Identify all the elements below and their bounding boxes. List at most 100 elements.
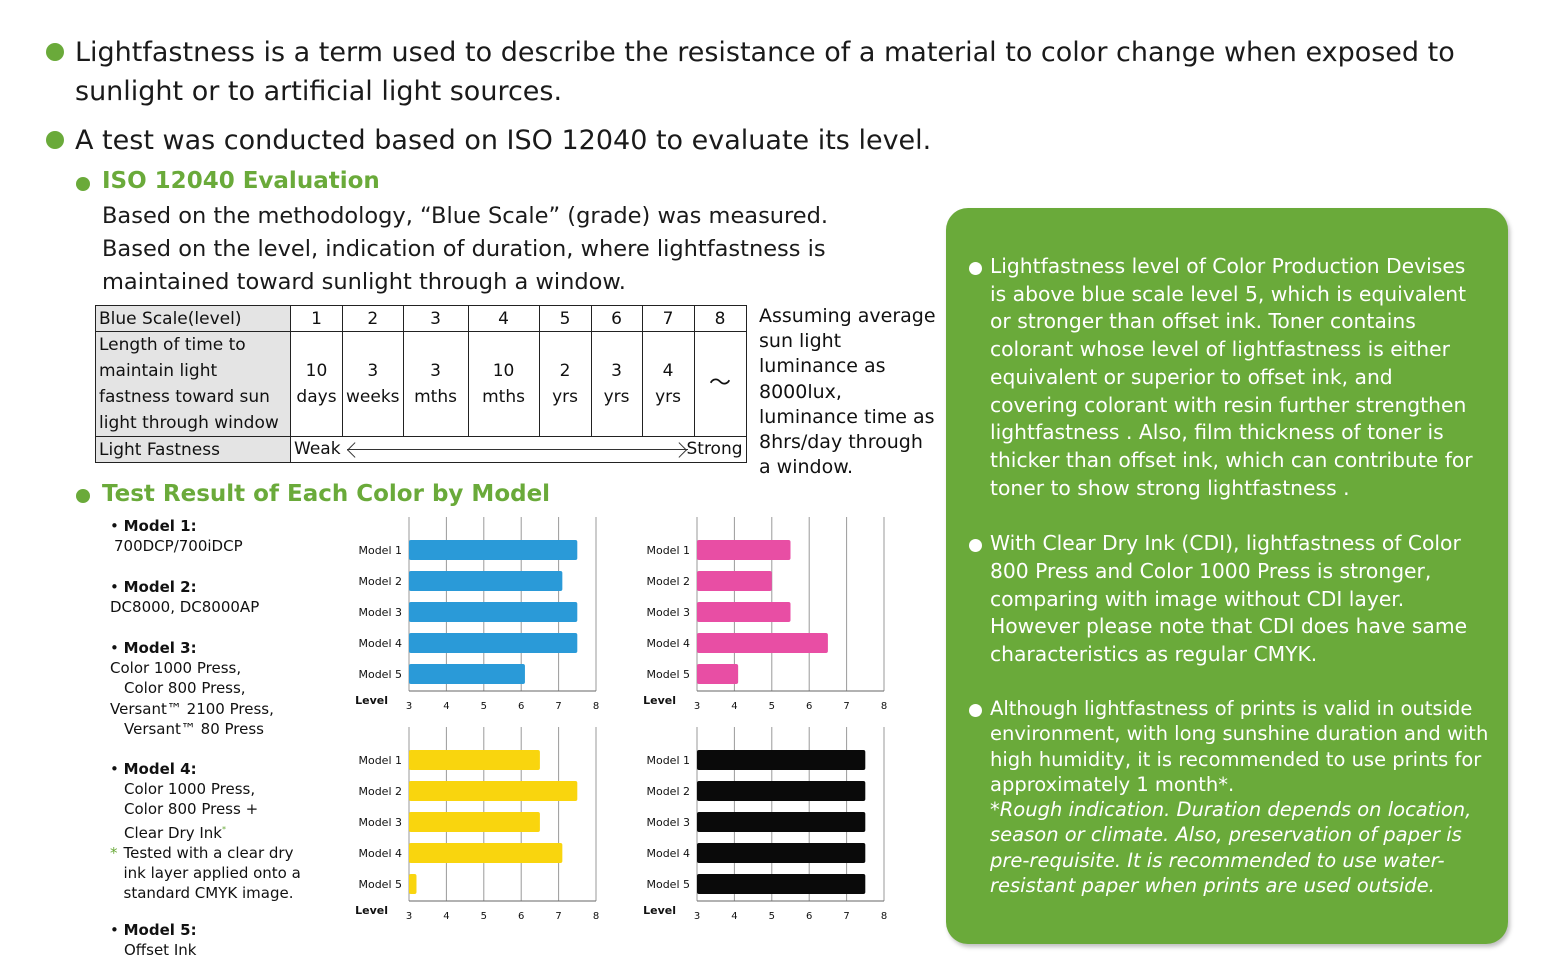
tick-label: 6 [806, 701, 812, 712]
category-label: Model 2 [358, 785, 402, 798]
category-label: Model 5 [358, 878, 402, 891]
model-title: Model 3 [123, 639, 191, 657]
bar [697, 843, 866, 863]
axis-label: Level [355, 694, 388, 707]
level-cell: 7 [641, 305, 695, 332]
tick-label: 4 [731, 911, 737, 922]
tick-label: 6 [806, 911, 812, 922]
tick-label: 7 [843, 911, 849, 922]
bullet-dot [969, 539, 982, 552]
category-label: Model 1 [646, 544, 690, 557]
model-line: Color 1000 Press, [124, 780, 256, 799]
duration-number: 10 [305, 361, 328, 381]
chart-magenta: 3 4 5 6 7 8 Model 1 Model 2 Model 3 Model 4 Model … [630, 509, 918, 719]
tick-label: 4 [443, 701, 449, 712]
category-label: Model 3 [358, 606, 402, 619]
bullet-dot [969, 704, 982, 717]
axis-label: Level [355, 904, 388, 917]
category-label: Model 1 [358, 544, 402, 557]
bar-chart-svg: 3 4 5 6 7 8 Model 1 Model 2 Model 3 Model 4 Model … [630, 509, 918, 719]
tick-label: 5 [769, 701, 775, 712]
tick-label: 8 [593, 701, 599, 712]
bar [409, 540, 578, 560]
level-cell: 6 [590, 305, 643, 332]
tick-label: 4 [443, 911, 449, 922]
intro-text-lightfastness: Lightfastness is a term used to describe… [75, 37, 1455, 107]
duration-cell: 3 weeks [342, 331, 404, 437]
model-line: Color 800 Press, [124, 679, 246, 698]
bar-chart-svg: 3 4 5 6 7 8 Model 1 Model 2 Model 3 Model 4 Model … [342, 719, 630, 929]
category-label: Model 4 [358, 847, 402, 860]
bullet-dot [969, 262, 982, 275]
summary-bullet-2: With Clear Dry Ink (CDI), lightfastness … [990, 531, 1468, 667]
duration-cell: 10 days [290, 331, 343, 437]
model-5-description: • Model 5: Offset Ink [110, 921, 197, 960]
model-line: Clear Dry Ink [124, 823, 222, 842]
summary-bullet-1: Lightfastness level of Color Production … [990, 254, 1473, 500]
model-2-description: • Model 2: DC8000, DC8000AP [110, 578, 260, 617]
duration-cell: 10 mths [467, 331, 540, 437]
bar [697, 540, 791, 560]
bar [409, 664, 525, 684]
duration-cell: 3 mths [402, 331, 469, 437]
bar [409, 633, 578, 653]
bar [409, 602, 578, 622]
model-title: Model 5 [123, 921, 191, 939]
bar [697, 664, 739, 684]
level-cell: 3 [402, 305, 469, 332]
bar [697, 874, 866, 894]
bar [409, 874, 417, 894]
category-label: Model 2 [358, 575, 402, 588]
duration-number: 2 [559, 361, 571, 381]
bar-chart-svg: 3 4 5 6 7 8 Model 1 Model 2 Model 3 Model 4 Model … [342, 509, 630, 719]
blue-scale-table: Blue Scale(level) 1 2 3 4 5 6 7 8 Length… [95, 305, 747, 463]
light-fastness-scale: Weak Strong [290, 436, 747, 463]
table-header-light-fastness: Light Fastness [95, 436, 291, 463]
bar [409, 571, 563, 591]
category-label: Model 3 [646, 606, 690, 619]
duration-unit: yrs [603, 387, 630, 407]
model-4-note: Tested with a clear dry ink layer applie… [123, 843, 301, 903]
category-label: Model 5 [646, 878, 690, 891]
summary-panel [946, 208, 1508, 944]
tick-label: 7 [555, 911, 561, 922]
tick-label: 5 [481, 911, 487, 922]
level-cell: 8 [693, 305, 747, 332]
duration-number: 4 [662, 361, 674, 381]
category-label: Model 4 [358, 637, 402, 650]
duration-unit: mths [414, 387, 457, 407]
level-cell: 1 [290, 305, 343, 332]
model-1-description: • Model 1: 700DCP/700iDCP [110, 517, 243, 556]
bar [409, 812, 540, 832]
duration-cell: 4 yrs [641, 331, 695, 437]
bullet-dot [46, 131, 64, 149]
test-results-heading: Test Result of Each Color by Model [102, 481, 551, 507]
double-arrow-icon [347, 449, 688, 450]
model-line: 700DCP/700iDCP [114, 537, 243, 556]
duration-unit: yrs [552, 387, 578, 407]
bullet-dot [76, 489, 90, 503]
model-title: Model 2 [123, 578, 191, 596]
category-label: Model 4 [646, 637, 690, 650]
duration-number: 〜 [709, 371, 732, 396]
model-line: Versant™ 80 Press [124, 719, 264, 738]
summary-bullet-3: Although lightfastness of prints is vali… [990, 696, 1490, 898]
duration-number: 10 [492, 361, 515, 381]
category-label: Model 3 [646, 816, 690, 829]
bullet-dot [46, 43, 64, 61]
tick-label: 7 [555, 701, 561, 712]
duration-unit: days [296, 387, 337, 407]
bar [409, 781, 578, 801]
tick-label: 8 [593, 911, 599, 922]
tick-label: 3 [694, 911, 700, 922]
iso-heading: ISO 12040 Evaluation [102, 168, 380, 194]
duration-number: 3 [367, 361, 379, 381]
bar [409, 843, 563, 863]
chart-cyan: 3 4 5 6 7 8 Model 1 Model 2 Model 3 Model 4 Model … [342, 509, 630, 719]
tick-label: 3 [694, 701, 700, 712]
duration-cell: 3 yrs [590, 331, 643, 437]
level-cell: 2 [342, 305, 404, 332]
category-label: Model 2 [646, 575, 690, 588]
model-line: Offset Ink [124, 941, 197, 960]
axis-label: Level [643, 904, 676, 917]
